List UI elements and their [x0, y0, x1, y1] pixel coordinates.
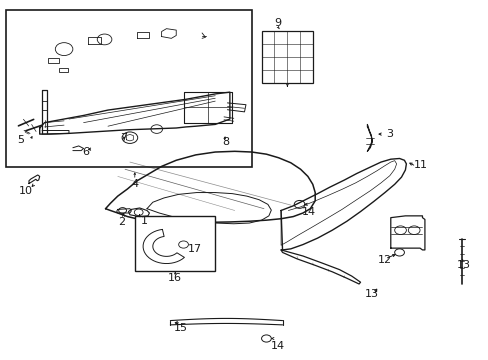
Text: 3: 3 — [386, 129, 392, 139]
Text: 5: 5 — [17, 135, 23, 145]
Bar — [48, 58, 59, 63]
Text: 15: 15 — [174, 323, 188, 333]
Bar — [135, 216, 215, 271]
Text: 7: 7 — [120, 133, 127, 143]
Text: 11: 11 — [413, 160, 427, 170]
Text: 8: 8 — [222, 137, 229, 147]
Text: 9: 9 — [274, 18, 281, 28]
Bar — [261, 31, 312, 83]
Text: 13: 13 — [365, 289, 379, 299]
Text: 1: 1 — [141, 216, 148, 226]
Text: 6: 6 — [82, 147, 89, 157]
Text: 12: 12 — [377, 255, 391, 265]
Bar — [5, 10, 251, 167]
Text: 14: 14 — [301, 207, 315, 217]
Text: 10: 10 — [19, 186, 33, 197]
Text: 13: 13 — [456, 260, 470, 270]
Text: 17: 17 — [187, 244, 202, 254]
Text: 14: 14 — [270, 341, 284, 351]
Text: 2: 2 — [118, 217, 125, 227]
Bar — [59, 68, 68, 72]
Text: 4: 4 — [131, 179, 138, 189]
Text: 16: 16 — [168, 273, 182, 283]
